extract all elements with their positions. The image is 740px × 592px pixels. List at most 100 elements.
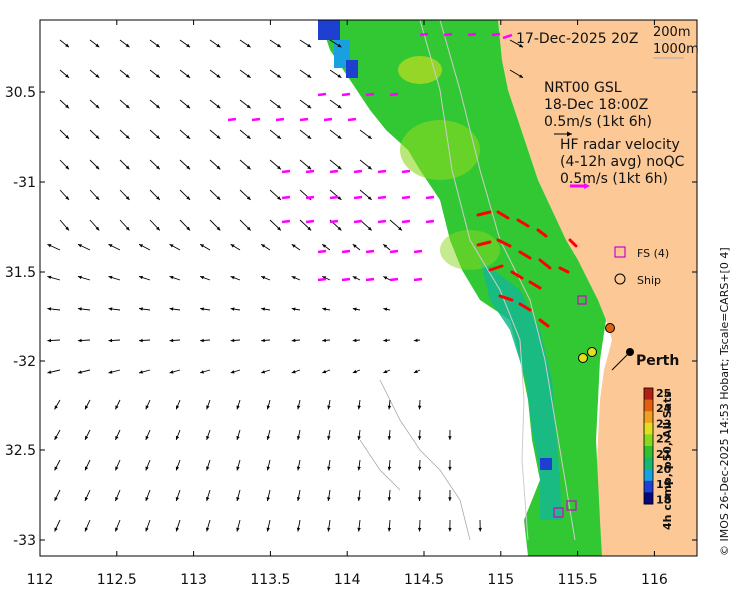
x-tick-label: 112	[27, 572, 54, 588]
model-arrow-head	[367, 165, 372, 170]
hf-radar-red-vectors	[476, 210, 578, 328]
model-arrow-head	[216, 135, 221, 139]
model-arrow-head	[205, 527, 210, 532]
model-arrow-head	[383, 276, 388, 280]
y-tick-label: 30.5	[5, 85, 36, 101]
ship-legend-icon	[614, 273, 626, 285]
model-arrow-head	[169, 370, 174, 374]
model-arrow-head	[291, 244, 296, 248]
model-arrow-head	[47, 370, 52, 374]
model-arrow-head	[413, 338, 418, 343]
model-arrow-head	[448, 527, 452, 532]
hf-arrow	[365, 277, 375, 282]
ship-legend-label: Ship	[637, 274, 661, 287]
model-arrow-head	[417, 405, 422, 410]
model-arrow-head	[95, 165, 100, 170]
model-arrow-head	[383, 307, 388, 312]
plot-frame	[39, 19, 698, 557]
model-arrow-head	[125, 43, 130, 48]
x-axis: 112 112.5 113 113.5 114 114.5 115 115.5 116	[27, 20, 668, 588]
model-arrow-head	[246, 135, 251, 139]
model-arrow-head	[216, 226, 221, 231]
colorbar-title: 4h comp, p50, All Sats	[661, 391, 674, 530]
model-arrow-head	[108, 244, 113, 248]
model-arrow-head	[108, 370, 113, 374]
model-arrow-head	[139, 338, 143, 343]
model-arrow-head	[398, 226, 402, 231]
model-arrow-head	[246, 165, 251, 170]
model-arrow-head	[115, 435, 119, 440]
hf-arrow	[401, 219, 411, 224]
model-arrow-head	[337, 74, 342, 78]
hf-arrow	[353, 219, 363, 224]
hf-arrow	[353, 195, 363, 200]
model-arrow-head	[125, 165, 130, 170]
model-arrow-head	[357, 405, 361, 410]
model-arrow-head	[322, 307, 327, 311]
model-arrow-head	[54, 466, 58, 471]
model-arrow-head	[84, 466, 89, 471]
model-arrow-head	[307, 226, 312, 231]
hf-arrow	[389, 277, 399, 282]
model-arrow-head	[519, 43, 524, 48]
model-arrow-head	[291, 307, 296, 311]
model-arrow-head	[85, 435, 89, 440]
y-tick-label: 32.5	[5, 443, 36, 459]
model-arrow-head	[277, 196, 281, 200]
model-arrow-head	[417, 466, 422, 471]
model-arrow-head	[230, 244, 235, 248]
model-arrow-head	[200, 307, 204, 311]
model-arrow-head	[352, 369, 357, 374]
model-arrow-head	[327, 466, 331, 471]
model-arrow-head	[47, 275, 52, 280]
model-arrow-head	[387, 466, 392, 471]
model-arrow-head	[47, 338, 52, 343]
contour-200m	[439, 19, 576, 541]
model-arrow-head	[216, 165, 221, 170]
model-arrow-head	[65, 43, 69, 48]
model-arrow-head	[236, 466, 240, 471]
model-arrow-head	[186, 165, 191, 170]
y-tick-label: 31.5	[5, 265, 36, 281]
x-tick-label: 114	[334, 572, 361, 588]
model-arrow-head	[291, 276, 296, 280]
hf-radar-arrows	[227, 32, 501, 282]
y-tick-label: -32	[13, 354, 36, 370]
model-arrow-head	[200, 370, 205, 374]
hf-arrow	[281, 195, 291, 200]
hf-arrow	[281, 219, 291, 224]
model-arrow-head	[169, 307, 174, 311]
perth-leader-line	[611, 351, 631, 371]
model-arrow-head	[108, 275, 113, 280]
model-arrow-head	[337, 135, 342, 139]
hf-arrow	[401, 195, 411, 200]
model-current-arrows	[47, 39, 524, 532]
model-arrow-head	[95, 226, 100, 231]
colorbar-tick-label: 25	[656, 387, 671, 400]
model-arrow-head	[357, 497, 361, 501]
model-arrow-head	[357, 527, 361, 532]
ship-marker	[587, 347, 597, 357]
model-arrow-head	[125, 196, 130, 200]
colorbar-segment	[644, 399, 653, 412]
colorbar: 25 24 23 22 21 20 19 18	[643, 387, 672, 506]
model-arrow-head	[352, 276, 357, 280]
model-arrow-head	[65, 226, 69, 231]
hf-arrow	[251, 117, 261, 122]
model-arrow-head	[327, 436, 331, 440]
hf-arrow	[353, 169, 363, 174]
colorbar-segment	[644, 446, 653, 459]
model-arrow-head	[307, 165, 312, 170]
model-arrow-head	[296, 497, 301, 501]
model-arrow-head	[337, 165, 342, 170]
sst-cold-patch	[346, 60, 358, 78]
model-arrow-head	[200, 244, 205, 248]
colorbar-tick-label: 23	[656, 417, 671, 430]
hf-arrow	[389, 92, 399, 97]
model-arrow-head	[266, 466, 270, 471]
model-scale-arrowhead	[567, 131, 572, 137]
model-arrow-head	[115, 466, 119, 471]
hf-arrow	[299, 117, 309, 122]
model-arrow-head	[387, 527, 392, 532]
fs-legend-icon	[614, 246, 626, 258]
